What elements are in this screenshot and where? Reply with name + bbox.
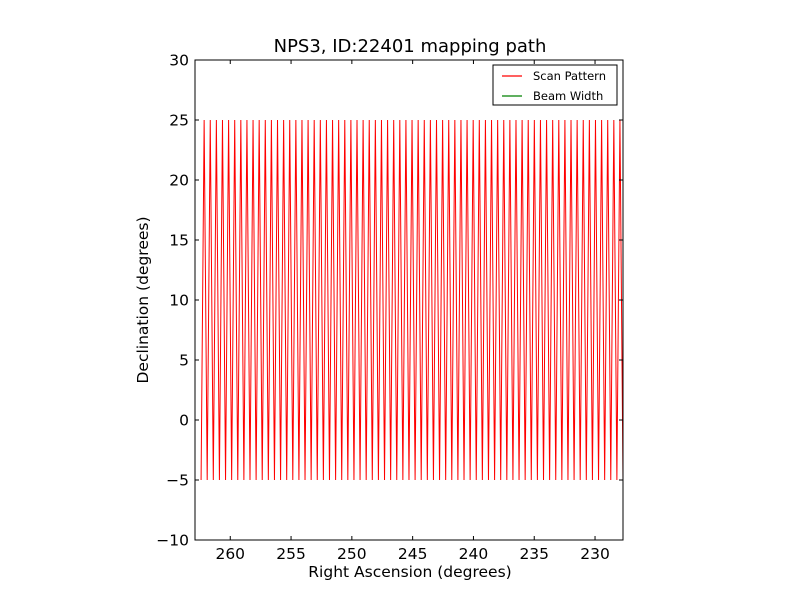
y-tick-label: −10 xyxy=(156,532,189,550)
legend-label-beam-width: Beam Width xyxy=(533,89,603,103)
series-layer xyxy=(200,119,624,481)
y-tick-label: 15 xyxy=(169,232,189,250)
chart-title: NPS3, ID:22401 mapping path xyxy=(274,36,547,57)
y-axis-ticks: −10 −5 0 5 10 15 20 25 30 xyxy=(156,52,623,550)
x-tick-label: 250 xyxy=(337,545,367,563)
y-tick-label: 5 xyxy=(179,352,189,370)
y-axis-label: Declination (degrees) xyxy=(134,216,152,383)
x-axis-label: Right Ascension (degrees) xyxy=(308,563,511,581)
y-tick-label: 20 xyxy=(169,172,189,190)
plot-area xyxy=(194,59,624,541)
series-scan-pattern-line xyxy=(200,119,624,481)
x-tick-label: 235 xyxy=(519,545,549,563)
legend-box xyxy=(492,64,618,106)
y-tick-label: 30 xyxy=(169,52,189,70)
x-axis-ticks: 260 255 250 245 240 235 230 xyxy=(215,60,610,563)
legend: Scan Pattern Beam Width xyxy=(492,64,618,106)
x-tick-label: 255 xyxy=(276,545,306,563)
y-tick-label: −5 xyxy=(166,472,189,490)
y-tick-label: 25 xyxy=(169,112,189,130)
y-tick-label: 0 xyxy=(179,412,189,430)
x-tick-label: 230 xyxy=(580,545,610,563)
x-tick-label: 240 xyxy=(459,545,489,563)
x-tick-label: 260 xyxy=(215,545,245,563)
legend-label-scan-pattern: Scan Pattern xyxy=(533,69,606,83)
y-tick-label: 10 xyxy=(169,292,189,310)
x-tick-label: 245 xyxy=(398,545,428,563)
